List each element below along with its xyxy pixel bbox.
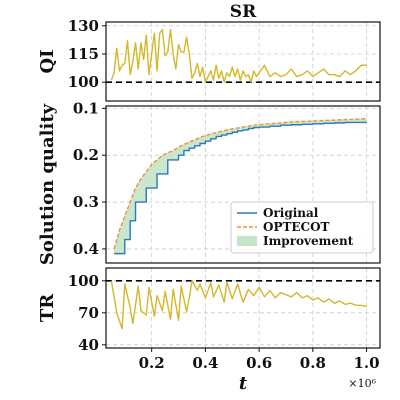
x-tick-label: 0.4 [192, 354, 218, 372]
y-axis-label: QI [37, 49, 58, 73]
x-axis-label: t [239, 373, 248, 394]
series-line-optecot [113, 117, 367, 250]
x-tick-label: 1.0 [354, 354, 380, 372]
legend-label-improvement: Improvement [263, 234, 354, 248]
y-tick-label: 0.3 [73, 193, 99, 211]
chart-title: SR [230, 2, 257, 22]
y-tick-label: 70 [78, 304, 99, 322]
y-tick-label: 40 [78, 336, 99, 354]
legend-label-original: Original [263, 206, 319, 220]
y-axis-label: Solution quality [37, 103, 58, 265]
series-line-original [114, 121, 367, 255]
series-line-0 [110, 28, 367, 83]
plot-frame [105, 105, 381, 264]
x-axis-multiplier: ×10⁶ [348, 377, 376, 390]
legend-label-optecot: OPTECOT [263, 220, 330, 234]
legend-swatch-improvement [237, 236, 257, 246]
y-tick-label: 0.1 [73, 99, 99, 117]
y-axis-label: TR [37, 293, 58, 322]
legend-box [230, 201, 374, 254]
qi-panel: 100 115 130 QI [37, 17, 381, 102]
y-tick-label: 100 [68, 73, 99, 91]
x-tick-label: 0.8 [300, 354, 326, 372]
y-tick-label: 115 [68, 45, 99, 63]
series-line-0 [110, 280, 367, 330]
solution-quality-panel: 0.1 0.2 0.3 0.4 Solution quality OriginalOPTE… [37, 99, 381, 265]
y-tick-label: 0.4 [73, 240, 99, 258]
x-tick-label: 0.2 [139, 354, 165, 372]
y-tick-label: 130 [68, 17, 99, 35]
x-tick-label: 0.6 [246, 354, 272, 372]
tr-panel: 40 70 100 TR 0.2 0.4 0.6 0.8 1.0 t ×10⁶ [37, 267, 381, 394]
plot-frame [105, 267, 381, 349]
plot-frame [105, 21, 381, 102]
y-tick-label: 0.2 [73, 146, 99, 164]
improvement-area [114, 118, 367, 254]
y-tick-label: 100 [68, 272, 99, 290]
